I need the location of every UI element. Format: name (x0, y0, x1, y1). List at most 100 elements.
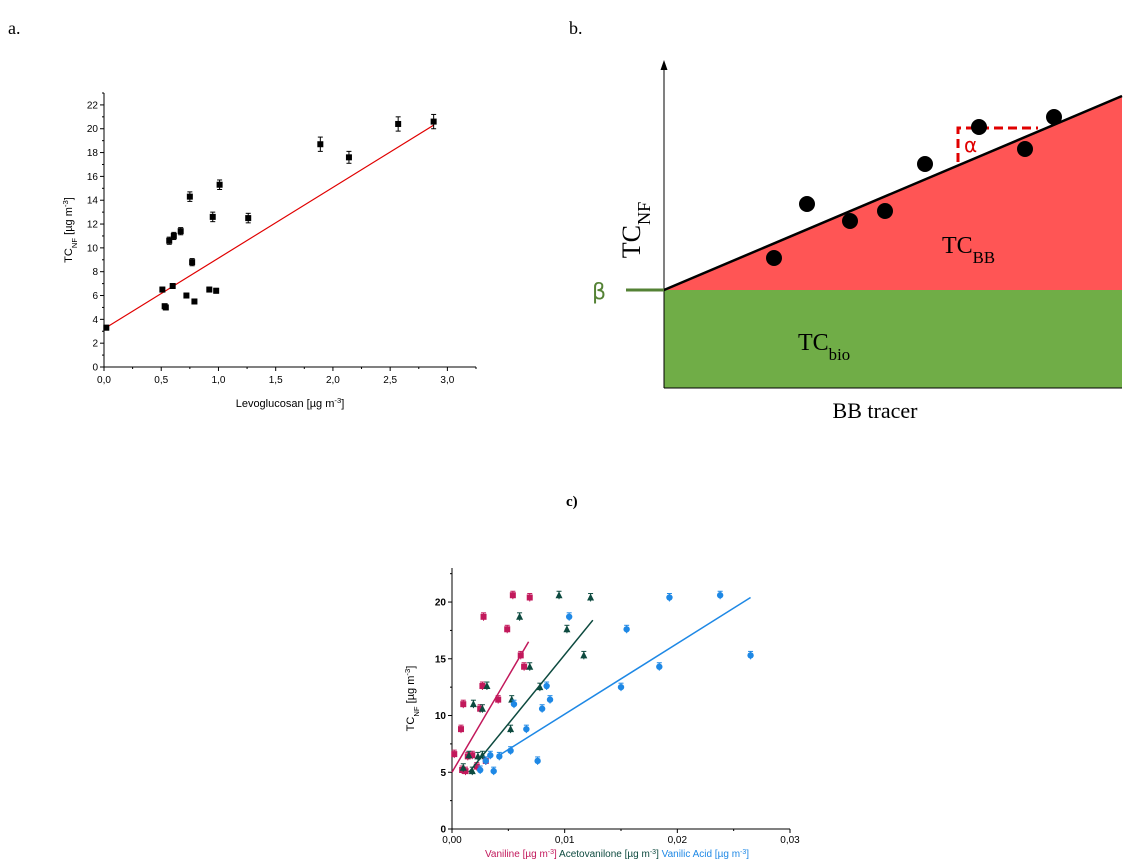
a-data-point (189, 259, 196, 266)
c-data-point-square (451, 751, 458, 758)
c-data-point-circle (666, 594, 673, 601)
c-data-point-circle (747, 652, 754, 659)
a-data-point (183, 292, 190, 299)
c-y-tick-label: 0 (440, 825, 446, 836)
c-y-tick-label: 5 (440, 768, 446, 779)
a-y-tick-label: 6 (92, 291, 98, 302)
c-data-point-square (460, 701, 467, 708)
c-data-point-circle (534, 757, 541, 765)
b-beta-label: β (592, 280, 606, 305)
c-data-point-circle (476, 766, 484, 774)
a-x-tick-label: 2,0 (326, 375, 340, 386)
b-sample-dot (917, 156, 933, 172)
a-data-point (209, 213, 216, 220)
b-y-axis-arrow (660, 60, 668, 70)
a-data-point (166, 237, 173, 244)
a-x-tick-label: 3,0 (440, 375, 454, 386)
c-data-point-circle (546, 696, 554, 703)
c-data-point-circle (538, 705, 546, 712)
c-x-axis-labels: Vaniline [µg m-3] Acetovanilone [µg m-3]… (485, 849, 749, 861)
a-data-point (159, 286, 166, 293)
c-data-point-square (479, 683, 486, 690)
c-data-point-circle (617, 683, 625, 691)
a-data-point (170, 232, 177, 239)
a-y-tick-label: 14 (87, 196, 99, 207)
c-data-point-circle (496, 753, 503, 760)
panel-label-c: c) (566, 494, 578, 510)
c-fit-line-triangle (468, 619, 594, 773)
a-data-point (206, 286, 213, 293)
c-data-point-triangle (478, 704, 486, 712)
a-y-tick-label: 10 (87, 243, 99, 254)
a-y-tick-label: 22 (87, 100, 99, 111)
c-data-point-square (469, 752, 476, 759)
b-y-axis-label: TCNF (617, 202, 654, 258)
b-sample-dot (971, 119, 987, 135)
c-data-point-circle (565, 613, 573, 620)
c-data-point-triangle (587, 593, 595, 601)
a-y-tick-label: 4 (92, 315, 98, 326)
a-x-axis-label: Levoglucosan [µg m-3] (236, 396, 345, 411)
a-data-point (213, 287, 220, 294)
c-data-point-circle (507, 747, 514, 754)
a-x-tick-label: 1,0 (212, 375, 226, 386)
c-data-point-triangle (516, 612, 524, 620)
a-data-point (245, 215, 252, 222)
c-data-point-square (458, 726, 465, 733)
c-data-point-circle (716, 592, 724, 599)
b-sample-dot (799, 196, 815, 212)
b-sample-dot (1046, 109, 1062, 125)
c-data-point-circle (543, 682, 550, 690)
a-y-tick-label: 16 (87, 172, 99, 183)
a-data-point (430, 118, 437, 125)
a-y-tick-label: 18 (87, 148, 99, 159)
b-region-bio (664, 290, 1122, 388)
a-data-point (345, 154, 352, 161)
b-x-axis-label: BB tracer (833, 398, 919, 423)
c-data-point-triangle (526, 662, 534, 670)
a-data-point (169, 282, 176, 289)
c-x-tick-label: 0,01 (555, 835, 575, 846)
a-y-tick-label: 8 (92, 267, 98, 278)
c-data-point-square (526, 594, 533, 601)
b-region-bio-label: TCbio (798, 330, 850, 364)
c-data-point-triangle (536, 683, 544, 691)
b-alpha-bracket (956, 126, 1038, 162)
c-data-point-square (521, 663, 528, 670)
a-x-tick-label: 0,5 (154, 375, 168, 386)
b-alpha-label: α (964, 133, 977, 157)
c-fit-line-circle (498, 596, 751, 756)
c-data-point-square (517, 652, 524, 659)
a-x-tick-label: 0,0 (97, 375, 111, 386)
a-data-point (395, 120, 402, 127)
a-data-point (191, 298, 198, 305)
c-data-point-square (480, 613, 487, 620)
c-y-tick-label: 20 (435, 598, 447, 609)
c-data-point-triangle (555, 591, 563, 599)
c-fit-line-square (451, 641, 530, 773)
b-sample-dot (877, 203, 893, 219)
c-x-tick-label: 0,00 (442, 835, 462, 846)
c-data-point-circle (523, 725, 530, 733)
c-data-point-triangle (465, 751, 473, 759)
a-fit-line (103, 124, 434, 330)
c-data-point-circle (656, 663, 663, 670)
c-y-tick-label: 15 (435, 654, 447, 665)
c-data-point-square (462, 768, 469, 775)
c-data-point-square (495, 696, 502, 703)
c-y-axis-label: TCNF [µg m-3] (403, 666, 421, 732)
c-data-point-square (504, 626, 511, 633)
a-data-point (177, 228, 184, 235)
b-sample-dot (1017, 141, 1033, 157)
c-data-point-triangle (468, 767, 476, 775)
b-slope-line (663, 94, 1123, 292)
c-data-point-circle (482, 757, 489, 765)
c-data-point-triangle (469, 700, 477, 708)
c-data-point-circle (510, 700, 518, 708)
c-data-point-triangle (459, 763, 467, 771)
a-data-point (317, 141, 324, 148)
c-data-point-triangle (580, 651, 588, 659)
c-y-tick-label: 10 (435, 711, 447, 722)
a-x-tick-label: 2,5 (383, 375, 397, 386)
